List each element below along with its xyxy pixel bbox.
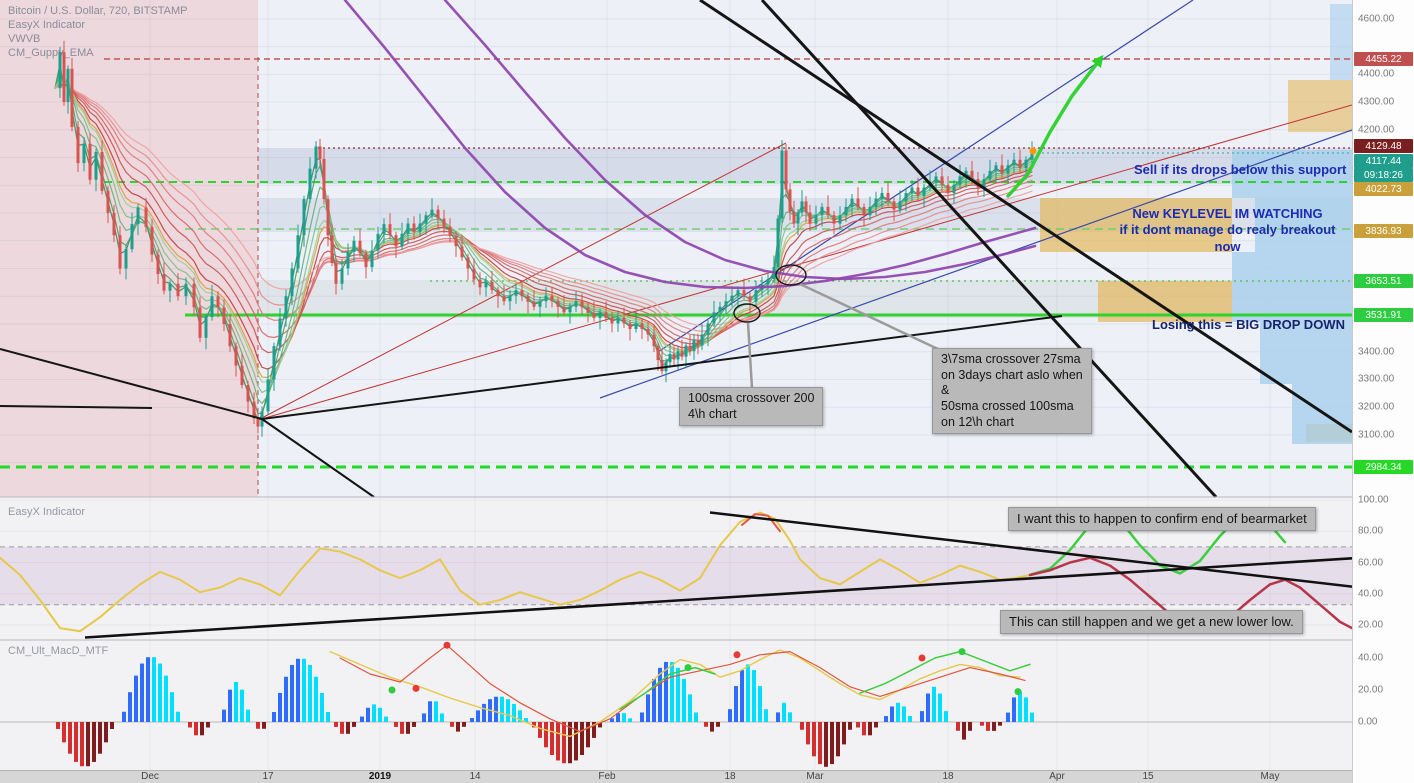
price-label-2984.34: 2984.34 [1354, 460, 1413, 474]
candlestick-series [58, 40, 1034, 437]
price-tick: 4300.00 [1358, 96, 1395, 108]
key-level-lines [0, 57, 1352, 497]
time-label-Mar: Mar [806, 771, 824, 782]
time-label-May: May [1260, 771, 1280, 782]
annotation-sma-crossover-1[interactable]: 100sma crossover 200 4\h chart [679, 387, 824, 427]
price-label-3531.91: 3531.91 [1354, 308, 1413, 322]
price-tick: 3300.00 [1358, 373, 1395, 385]
purple-moving-averages [343, 0, 1037, 290]
price-label-4022.73: 4022.73 [1354, 182, 1413, 196]
easyx-tick: 100.00 [1358, 494, 1389, 506]
bear-zone-highlight [0, 0, 258, 497]
time-label-Dec: Dec [141, 771, 159, 782]
easyx-tick: 80.00 [1358, 525, 1384, 537]
time-label-17: 17 [262, 771, 274, 782]
trend-lines [0, 0, 1352, 499]
time-label-18: 18 [724, 771, 736, 782]
time-axis[interactable]: Dec 17 2019 14 Feb 18 Mar 18 Apr 15 May [0, 770, 1352, 783]
time-label-Apr: Apr [1049, 771, 1065, 782]
price-label-4117.44: 4117.44 [1354, 154, 1413, 168]
indicator-label-easyx[interactable]: EasyX Indicator [8, 19, 86, 31]
price-label-3653.51: 3653.51 [1354, 274, 1413, 288]
time-label-18: 18 [942, 771, 954, 782]
indicator-label-guppy[interactable]: CM_Guppy_EMA [8, 47, 94, 59]
easyx-tick: 20.00 [1358, 619, 1384, 631]
price-label-09:18:26: 09:18:26 [1354, 168, 1413, 182]
projection-arrow [1006, 54, 1104, 198]
macd-tick: 0.00 [1358, 716, 1378, 728]
annotation-losing-support[interactable]: Losing this = BIG DROP DOWN [1152, 317, 1345, 332]
macd-plot [0, 641, 1352, 767]
price-tick: 3100.00 [1358, 429, 1395, 441]
price-tick: 4200.00 [1358, 124, 1395, 136]
price-tick: 3200.00 [1358, 401, 1395, 413]
price-label-4129.48: 4129.48 [1354, 139, 1413, 153]
price-label-3836.93: 3836.93 [1354, 224, 1413, 238]
annotation-easyx-bear[interactable]: This can still happen and we get a new l… [1000, 610, 1303, 635]
indicator-label-vwvb[interactable]: VWVB [8, 33, 41, 45]
price-label-4455.22: 4455.22 [1354, 52, 1413, 66]
easyx-tick: 60.00 [1358, 557, 1384, 568]
macd-tick: 40.00 [1358, 652, 1384, 664]
grid-lines [0, 0, 1352, 770]
symbol-title[interactable]: Bitcoin / U.S. Dollar, 720, BITSTAMP [8, 5, 188, 17]
symbol-info: Bitcoin / U.S. Dollar, 720, BITSTAMP Eas… [8, 4, 188, 60]
time-label-Feb: Feb [598, 771, 616, 782]
pane-separators [0, 496, 1352, 641]
price-tick: 3400.00 [1358, 346, 1395, 358]
time-label-14: 14 [469, 771, 481, 782]
ema-ribbon [54, 63, 1033, 422]
macd-pane-label[interactable]: CM_Ult_MacD_MTF [8, 645, 109, 657]
easyx-plot [0, 499, 1352, 639]
price-tick: 4400.00 [1358, 68, 1395, 80]
annotation-keylevel[interactable]: New KEYLEVEL IM WATCHING if it dont mana… [1119, 206, 1336, 254]
time-label-2019: 2019 [368, 771, 392, 782]
chart-canvas[interactable] [0, 0, 1352, 770]
macd-tick: 20.00 [1358, 684, 1384, 696]
easyx-tick: 40.00 [1358, 588, 1384, 600]
price-tick: 4600.00 [1358, 13, 1395, 25]
annotation-sma-crossover-2[interactable]: 3\7sma crossover 27sma on 3days chart as… [932, 348, 1092, 435]
annotation-sell-support[interactable]: Sell if its drops below this support [1134, 162, 1347, 177]
time-label-15: 15 [1142, 771, 1154, 782]
annotation-easyx-bull[interactable]: I want this to happen to confirm end of … [1008, 507, 1316, 532]
easyx-pane-label[interactable]: EasyX Indicator [8, 506, 86, 518]
price-scale[interactable]: 4600.00 4400.00 4300.00 4200.00 3400.00 3300.… [1352, 0, 1414, 783]
volume-profile-zones [1040, 4, 1352, 444]
annotation-shapes [733, 264, 941, 389]
